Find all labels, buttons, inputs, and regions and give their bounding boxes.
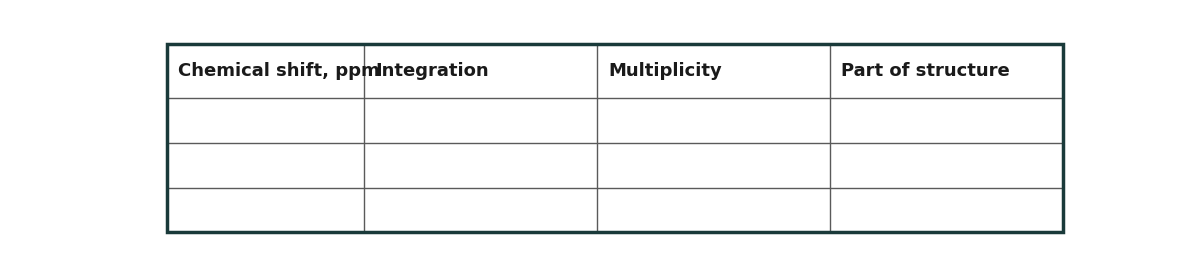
Text: Integration: Integration [376,62,488,80]
Text: Part of structure: Part of structure [841,62,1010,80]
Text: Multiplicity: Multiplicity [608,62,722,80]
Bar [167,44,1063,232]
Text: Chemical shift, ppm: Chemical shift, ppm [178,62,379,80]
Bar [167,44,1063,232]
